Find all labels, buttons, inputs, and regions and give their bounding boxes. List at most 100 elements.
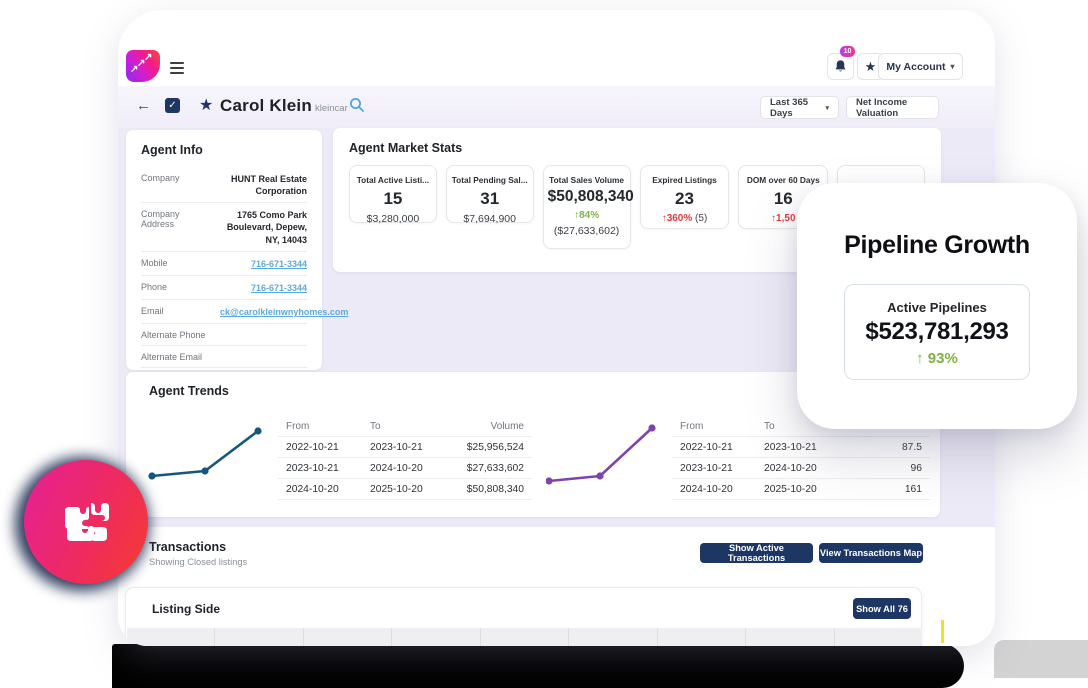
menu-icon[interactable] [170,62,184,77]
stat-sub-value: ($27,633,602) [553,225,620,237]
phone-link[interactable]: 716-671-3344 [250,282,307,293]
stat-card-expired-listings: Expired Listings 23 ↑360% (5) [639,165,730,229]
table-row: 2024-10-20 2025-10-20 $50,808,340 [278,479,532,500]
agent-info-title: Agent Info [141,143,203,157]
favorite-agent-star-icon[interactable]: ★ [199,97,214,114]
chevron-down-icon: ▾ [950,62,955,71]
stat-label: DOM over 60 Days [746,175,820,185]
stat-change-value: ↑1,50 [771,213,796,224]
count-trend-sparkline [546,424,656,485]
stat-card-total-sales-volume: Total Sales Volume $50,808,340 ↑84% ($27… [542,165,634,249]
view-transactions-map-button[interactable]: View Transactions Map [819,543,923,563]
field-value: HUNT Real Estate Corporation [230,174,307,197]
agent-market-stats-panel: Agent Market Stats Total Active Listi...… [333,128,941,272]
pipeline-growth-title: Pipeline Growth [844,231,1030,259]
notification-count-badge: 10 [840,46,855,57]
field-label: Mobile [141,257,168,268]
agent-info-panel: Agent Info Company HUNT Real Estate Corp… [126,130,348,404]
agent-checkbox[interactable]: ✓ [165,98,180,113]
stat-sub-value: $3,280,000 [366,213,420,225]
market-stats-title: Agent Market Stats [349,141,463,155]
net-income-valuation-button[interactable]: Net Income Valuation [846,96,939,119]
field-label: Email [141,305,164,316]
agent-username: kleincar [315,103,348,114]
show-active-transactions-button[interactable]: Show Active Transactions [700,543,813,563]
volume-trend-sparkline [148,427,262,480]
stat-value: 31 [480,189,500,208]
table-row: 2022-10-21 2023-10-21 $25,956,524 [278,437,532,458]
bell-icon [835,60,846,72]
listing-table-header-strip [127,628,922,646]
bottom-dark-band [112,644,964,688]
col-volume: Volume [490,420,524,432]
listing-side-title: Listing Side [152,602,221,616]
agent-name: Carol Klein [220,96,312,115]
field-label: Alternate Email [141,352,203,363]
stat-label: Total Sales Volume [549,175,625,185]
field-label: Phone [141,281,168,292]
field-value: 1765 Como Park Boulevard, Depew, NY, 140… [226,210,307,245]
app-logo[interactable]: ↗ ↗ ↗ [126,50,160,82]
table-header: From To [672,416,930,437]
date-range-dropdown[interactable]: Last 365 Days ▾ [760,96,839,119]
col-from: From [680,420,704,432]
stat-card-total-pending-sales: Total Pending Sal... 31 $7,694,900 [445,165,534,225]
field-label: Company [141,173,180,183]
field-label: Alternate Phone [141,330,206,341]
count-trend-table: From To 2022-10-21 2023-10-21 87.5 2023-… [672,416,930,500]
phone-link[interactable]: 716-671-3344 [250,258,307,269]
puzzle-icon [65,503,109,541]
search-icon[interactable] [349,97,365,113]
stat-value: $50,808,340 [547,188,634,205]
info-row-email: Email ck@carolkleinwnyhomes.com [141,300,348,325]
stat-change-up: ↑84% [574,210,600,221]
stat-sub-value: $7,694,900 [463,213,516,225]
active-pipelines-card: Active Pipelines $523,781,293 ↑ 93% [844,284,1030,380]
stat-label: Total Pending Sal... [451,175,528,185]
net-income-valuation-label: Net Income Valuation [856,96,908,119]
logo-arrow-icon: ↗ [130,64,139,75]
active-pipelines-change: ↑ 93% [916,350,958,367]
transactions-subtitle: Showing Closed listings [149,557,248,567]
transactions-section: Transactions Showing Closed listings Sho… [118,527,995,646]
info-row-mobile: Mobile 716-671-3344 [141,252,307,276]
date-range-value: Last 365 Days [770,96,809,119]
info-row-company-address: Company Address 1765 Como Park Boulevard… [141,203,307,252]
table-row: 2023-10-21 2024-10-20 $27,633,602 [278,458,532,479]
show-all-button[interactable]: Show All 76 [853,598,911,619]
notifications-button[interactable] [827,53,854,80]
transactions-title: Transactions [149,540,227,554]
table-row: 2023-10-21 2024-10-20 96 [672,458,930,479]
bottom-right-gray-block [994,640,1088,678]
back-button[interactable]: ← [136,97,151,114]
table-row: 2024-10-20 2025-10-20 161 [672,479,930,500]
listing-side-card: Listing Side Show All 76 [125,587,922,646]
my-account-menu[interactable]: My Account ▾ [878,53,963,80]
stat-label: Expired Listings [652,175,717,185]
stat-value: 23 [675,189,694,208]
active-pipelines-label: Active Pipelines [887,300,987,315]
col-to: To [764,420,775,432]
stat-value: 16 [773,189,793,208]
star-icon: ★ [864,58,877,74]
volume-trend-table: From To Volume 2022-10-21 2023-10-21 $25… [278,416,532,500]
pipeline-growth-card: Pipeline Growth Active Pipelines $523,78… [797,183,1077,429]
info-row-company: Company HUNT Real Estate Corporation [141,167,307,204]
info-row-alternate-phone: Alternate Phone [141,324,307,347]
stat-card-total-active-listings: Total Active Listi... 15 $3,280,000 [349,165,437,225]
col-to: To [370,420,381,432]
info-row-phone: Phone 716-671-3344 [141,276,307,300]
table-row: 2022-10-21 2023-10-21 87.5 [672,437,930,458]
logo-arrow-icon: ↗ [137,58,146,69]
agent-trends-title: Agent Trends [149,384,229,398]
table-header: From To Volume [278,416,532,437]
logo-arrow-icon: ↗ [144,52,153,63]
my-account-label: My Account [886,60,946,73]
email-link[interactable]: ck@carolkleinwnyhomes.com [220,306,349,317]
stat-change-value: ↑360% [661,213,693,224]
caret-artifact [941,620,944,643]
stat-label: Total Active Listi... [356,175,430,185]
info-row-alternate-email: Alternate Email [141,346,307,369]
puzzle-badge [24,460,148,584]
col-from: From [286,420,310,432]
